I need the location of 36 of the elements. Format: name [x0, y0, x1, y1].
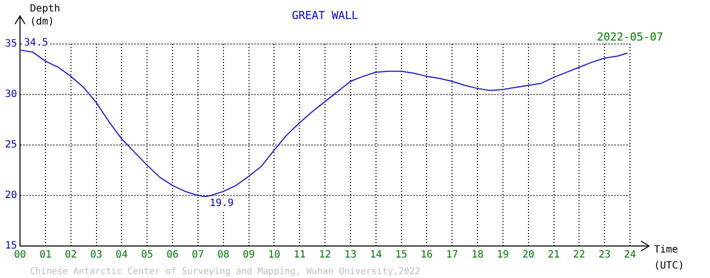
x-tick-label: 08	[217, 250, 230, 261]
x-tick-label: 12	[318, 250, 332, 261]
annotation: 19.9	[210, 198, 234, 210]
x-tick-label: 20	[522, 250, 534, 261]
x-tick-label: 02	[64, 250, 77, 261]
x-tick-label: 19	[496, 250, 509, 261]
y-tick-label: 25	[4, 140, 18, 151]
x-tick-label: 06	[166, 250, 179, 261]
x-tick-label: 04	[116, 250, 128, 261]
x-tick-label: 00	[14, 250, 26, 261]
chart-title: GREAT WALL	[292, 8, 359, 22]
x-tick-label: 24	[624, 250, 636, 261]
x-tick-label: 21	[548, 250, 560, 261]
x-tick-label: 01	[39, 250, 52, 261]
x-tick-label: 13	[344, 250, 356, 261]
x-tick-label: 05	[141, 250, 154, 261]
x-tick-label: 09	[242, 250, 255, 261]
y-tick-label: 20	[4, 190, 18, 202]
text: 2022-05-07	[596, 30, 664, 44]
x-tick-label: 22	[573, 250, 586, 261]
x-tick-label: 16	[420, 250, 433, 261]
x-axis-title: Time (UTC)	[654, 244, 684, 272]
x-tick-label: 17	[446, 250, 458, 261]
x-tick-label: 14	[370, 250, 382, 261]
y-axis-title: Depth (dm)	[30, 4, 60, 28]
y-tick-label: 35	[4, 38, 18, 50]
x-tick-label: 11	[294, 250, 306, 261]
x-tick-label: 15	[395, 250, 408, 261]
text: Chinese Antarctic Center of Surveying and Mapping, Wuhan University,2022	[30, 266, 420, 277]
x-tick-label: 03	[90, 250, 102, 261]
x-tick-label: 10	[268, 250, 280, 261]
x-tick-label: 18	[471, 250, 484, 261]
annotation: 34.5	[24, 38, 48, 49]
y-tick-label: 30	[4, 89, 18, 100]
x-tick-label: 23	[598, 250, 611, 261]
x-tick-label: 07	[192, 250, 204, 261]
